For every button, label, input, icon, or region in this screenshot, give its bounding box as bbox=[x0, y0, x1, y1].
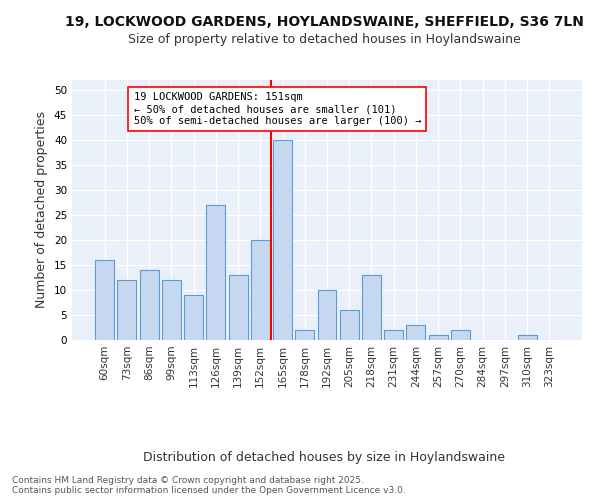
Bar bbox=[340, 310, 359, 340]
Bar bbox=[184, 295, 203, 340]
Bar bbox=[317, 290, 337, 340]
Bar bbox=[406, 325, 425, 340]
Bar bbox=[518, 335, 536, 340]
Bar bbox=[273, 140, 292, 340]
Text: 19 LOCKWOOD GARDENS: 151sqm
← 50% of detached houses are smaller (101)
50% of se: 19 LOCKWOOD GARDENS: 151sqm ← 50% of det… bbox=[134, 92, 421, 126]
Bar bbox=[206, 205, 225, 340]
Bar bbox=[118, 280, 136, 340]
Bar bbox=[451, 330, 470, 340]
Bar bbox=[384, 330, 403, 340]
Bar bbox=[162, 280, 181, 340]
Bar bbox=[362, 275, 381, 340]
Bar bbox=[295, 330, 314, 340]
Bar bbox=[229, 275, 248, 340]
Text: Contains HM Land Registry data © Crown copyright and database right 2025.
Contai: Contains HM Land Registry data © Crown c… bbox=[12, 476, 406, 495]
Text: Size of property relative to detached houses in Hoylandswaine: Size of property relative to detached ho… bbox=[128, 32, 520, 46]
Bar bbox=[95, 260, 114, 340]
Bar bbox=[140, 270, 158, 340]
Bar bbox=[429, 335, 448, 340]
Y-axis label: Number of detached properties: Number of detached properties bbox=[35, 112, 49, 308]
Text: 19, LOCKWOOD GARDENS, HOYLANDSWAINE, SHEFFIELD, S36 7LN: 19, LOCKWOOD GARDENS, HOYLANDSWAINE, SHE… bbox=[65, 15, 583, 29]
Text: Distribution of detached houses by size in Hoylandswaine: Distribution of detached houses by size … bbox=[143, 451, 505, 464]
Bar bbox=[251, 240, 270, 340]
